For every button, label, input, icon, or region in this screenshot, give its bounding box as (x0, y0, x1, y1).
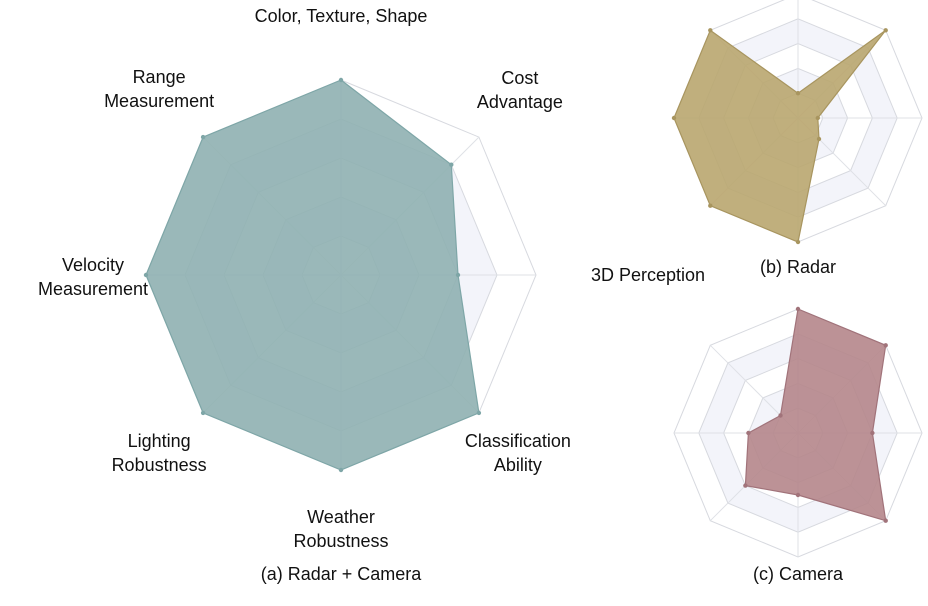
radar-chart-camera: (c) Camera (673, 306, 923, 584)
axis-label-line: Range (133, 67, 186, 87)
radar-chart-radar: (b) Radar (671, 0, 923, 277)
axis-label-line: Velocity (62, 255, 124, 275)
data-point-3 (883, 518, 888, 523)
data-point-6 (143, 272, 149, 278)
data-point-3 (816, 136, 822, 142)
data-point-1 (449, 162, 454, 167)
axis-label-line: Lighting (128, 431, 191, 451)
axis-label-4: Weather Robustness (293, 507, 388, 551)
data-point-0 (795, 306, 801, 312)
chart-caption: (c) Camera (753, 564, 844, 584)
data-point-2 (455, 272, 461, 278)
axis-label-line: Cost (501, 68, 538, 88)
data-point-7 (200, 134, 206, 140)
data-point-4 (795, 239, 801, 245)
axis-label-2: 3D Perception (591, 265, 705, 285)
data-point-5 (200, 410, 206, 416)
axis-label-1: Cost Advantage (477, 68, 563, 112)
data-point-7 (708, 28, 713, 33)
axis-label-0: Color, Texture, Shape (255, 6, 428, 26)
axis-label-6: Velocity Measurement (38, 255, 148, 299)
data-point-0 (795, 91, 801, 96)
axis-label-line: Classification (465, 431, 571, 451)
axis-label-line: Advantage (477, 92, 563, 112)
axis-label-line: Measurement (38, 279, 148, 299)
axis-label-line: Color, Texture, Shape (255, 6, 428, 26)
axis-label-line: Measurement (104, 91, 214, 111)
chart-caption: (a) Radar + Camera (261, 564, 423, 584)
data-point-5 (743, 483, 748, 488)
data-point-3 (476, 410, 482, 416)
data-point-5 (708, 203, 713, 208)
data-point-0 (338, 77, 344, 83)
axis-label-line: Weather (307, 507, 375, 527)
axis-label-7: Range Measurement (104, 67, 214, 111)
axis-label-3: Classification Ability (465, 431, 571, 475)
data-point-2 (870, 430, 875, 436)
data-point-7 (778, 413, 783, 418)
chart-caption: (b) Radar (760, 257, 836, 277)
axis-label-line: Robustness (293, 531, 388, 551)
data-point-4 (338, 467, 344, 473)
radar-chart-combined: Color, Texture, Shape Cost Advantage 3D Per… (38, 6, 705, 584)
data-point-4 (795, 492, 801, 498)
data-point-2 (815, 115, 820, 121)
data-point-6 (671, 115, 677, 121)
axis-label-line: Robustness (112, 455, 207, 475)
axis-label-line: 3D Perception (591, 265, 705, 285)
axis-label-line: Ability (494, 455, 542, 475)
data-point-1 (883, 28, 888, 33)
axis-label-5: Lighting Robustness (112, 431, 207, 475)
data-point-6 (746, 430, 751, 436)
data-point-1 (883, 343, 888, 348)
